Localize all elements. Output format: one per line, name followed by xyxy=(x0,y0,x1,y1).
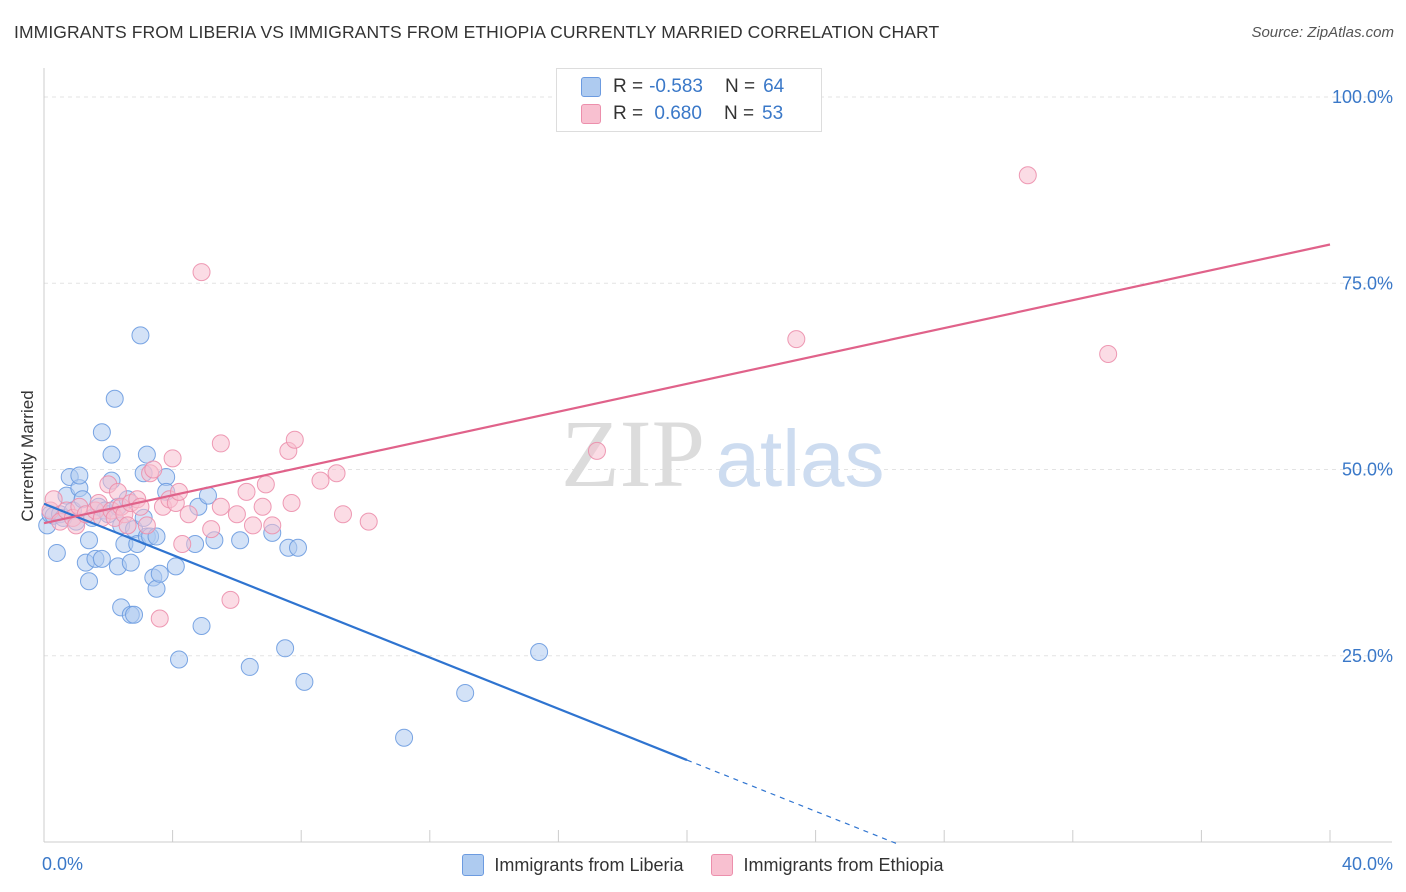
legend-row-ethiopia: R = 0.680 N = 53 xyxy=(581,101,783,127)
trend-line-extension-blue xyxy=(686,759,897,844)
data-point-pink xyxy=(221,590,240,609)
legend-swatch-blue xyxy=(462,854,485,876)
data-point-pink xyxy=(256,475,275,494)
data-point-pink xyxy=(253,497,272,516)
data-point-pink xyxy=(263,516,282,535)
data-point-blue xyxy=(105,389,124,408)
data-point-blue xyxy=(70,466,89,485)
y-tick-label: 50.0% xyxy=(1342,460,1393,480)
data-point-blue xyxy=(166,557,185,576)
legend-item-ethiopia[interactable]: Immigrants from Ethiopia xyxy=(711,854,944,876)
data-point-pink xyxy=(192,263,211,282)
x-tick-label: 0.0% xyxy=(42,854,83,874)
data-point-blue xyxy=(530,643,549,662)
trend-line-blue xyxy=(43,502,688,762)
data-point-pink xyxy=(327,464,346,483)
data-point-blue xyxy=(456,684,475,702)
data-point-pink xyxy=(163,449,182,468)
legend-r-label: R = xyxy=(613,76,644,97)
data-point-blue xyxy=(102,445,121,464)
data-point-pink xyxy=(173,535,192,553)
axes xyxy=(43,68,1392,843)
data-point-pink xyxy=(144,460,163,479)
data-point-pink xyxy=(282,494,301,513)
data-point-blue xyxy=(192,616,211,635)
data-point-blue xyxy=(231,531,250,550)
data-point-blue xyxy=(125,605,144,624)
legend-swatch-blue xyxy=(581,77,601,97)
data-point-blue xyxy=(276,639,295,658)
data-point-blue xyxy=(295,672,314,691)
data-point-blue xyxy=(92,423,111,442)
data-point-pink xyxy=(227,505,246,524)
legend-n-value: 64 xyxy=(763,76,785,97)
data-point-blue xyxy=(121,553,140,572)
data-point-blue xyxy=(80,572,99,591)
y-tick-label: 25.0% xyxy=(1342,646,1393,666)
data-point-pink xyxy=(787,330,806,349)
legend-n-label: N = xyxy=(723,103,755,124)
watermark: ZIP atlas xyxy=(561,400,884,507)
data-point-pink xyxy=(118,516,137,535)
legend-label-liberia: Immigrants from Liberia xyxy=(494,854,684,875)
legend-r-value: -0.583 xyxy=(649,76,703,97)
grid-lines xyxy=(44,96,1392,657)
y-tick-label: 75.0% xyxy=(1342,273,1393,293)
data-point-pink xyxy=(587,441,606,460)
data-point-pink xyxy=(202,520,221,539)
data-point-pink xyxy=(211,434,230,453)
watermark-atlas: atlas xyxy=(716,414,885,503)
data-point-blue xyxy=(240,657,259,676)
data-point-blue xyxy=(92,549,111,568)
trend-line-pink xyxy=(43,243,1331,525)
legend-item-liberia[interactable]: Immigrants from Liberia xyxy=(462,854,683,876)
data-point-blue xyxy=(131,326,150,345)
source-label: Source: ZipAtlas.com xyxy=(1251,24,1394,41)
data-point-pink xyxy=(211,497,230,516)
legend-label-ethiopia: Immigrants from Ethiopia xyxy=(743,854,944,875)
x-tick-label: 40.0% xyxy=(1342,854,1393,874)
series-legend: Immigrants from Liberia Immigrants from … xyxy=(0,852,1406,878)
data-point-blue xyxy=(47,543,66,562)
data-point-pink xyxy=(1018,166,1037,185)
legend-swatch-pink xyxy=(581,104,601,124)
stats-legend: R = -0.583 N = 64 R = 0.680 N = 53 xyxy=(556,68,822,132)
legend-row-liberia: R = -0.583 N = 64 xyxy=(581,74,784,100)
y-tick-label: 100.0% xyxy=(1332,87,1393,107)
data-point-blue xyxy=(170,650,189,669)
trend-lines xyxy=(43,243,1331,844)
legend-r-label: R = xyxy=(613,103,644,124)
data-point-pink xyxy=(311,471,330,490)
data-point-pink xyxy=(333,505,352,524)
legend-r-value: 0.680 xyxy=(649,103,702,124)
legend-n-value: 53 xyxy=(762,103,784,124)
data-point-blue xyxy=(147,579,166,598)
data-point-pink xyxy=(179,505,198,524)
chart-title: IMMIGRANTS FROM LIBERIA VS IMMIGRANTS FR… xyxy=(14,22,940,42)
data-point-blue xyxy=(395,728,414,747)
data-point-blue xyxy=(288,538,307,557)
data-point-blue xyxy=(150,564,169,583)
data-point-pink xyxy=(359,512,378,531)
data-point-blue xyxy=(80,531,99,550)
legend-swatch-pink xyxy=(711,854,734,876)
tick-labels: 25.0% 50.0% 75.0% 100.0% 0.0% 40.0% xyxy=(42,87,1393,874)
data-point-pink xyxy=(150,609,169,628)
data-point-pink xyxy=(137,516,156,535)
data-point-blue xyxy=(137,445,156,464)
data-point-pink xyxy=(1099,345,1118,364)
watermark-zip: ZIP xyxy=(561,400,705,507)
data-point-pink xyxy=(285,430,304,449)
legend-n-label: N = xyxy=(724,76,756,97)
data-point-pink xyxy=(237,482,256,501)
data-point-pink xyxy=(243,516,262,535)
